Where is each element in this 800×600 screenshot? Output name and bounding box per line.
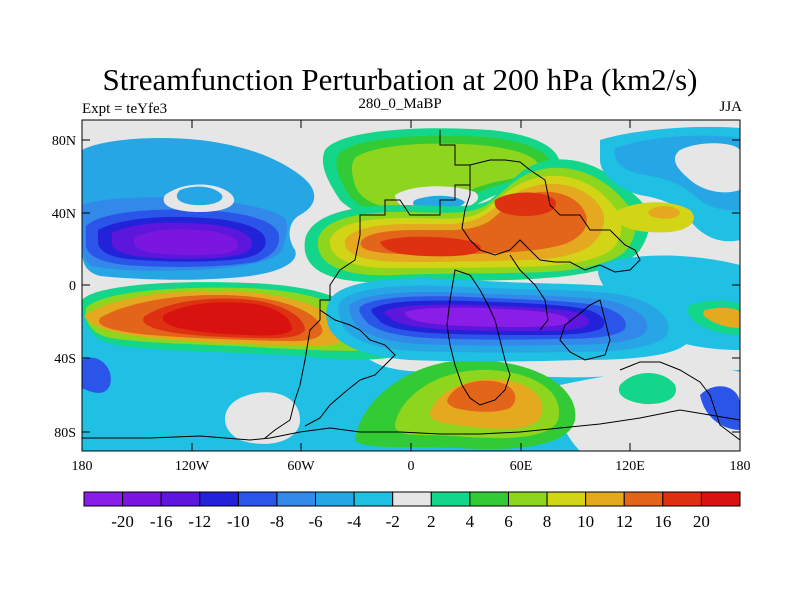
- y-tick-label-0: 0: [69, 279, 76, 294]
- contour-southeast-negative: [700, 386, 740, 430]
- colorbar-label: -6: [308, 512, 322, 531]
- contour-asia-positive: [494, 192, 556, 216]
- contour-asia-positive: [380, 236, 481, 257]
- colorbar-box: [585, 491, 625, 507]
- coastline-africa: [446, 269, 511, 406]
- colorbar-label: 6: [504, 512, 513, 531]
- coastline-australia: [559, 299, 611, 361]
- contour-south-belt-gap: [225, 392, 300, 444]
- y-tick-label-40n: 40N: [52, 207, 76, 222]
- colorbar-box: [623, 491, 664, 507]
- colorbar-label: 20: [693, 512, 710, 531]
- colorbar-labels: -20 -16 -12 -10 -8 -6 -4 -2 2 4 6 8 10 12 16 20: [111, 512, 710, 531]
- map-title: Streamfunction Perturbation at 200 hPa (…: [102, 62, 698, 97]
- colorbar-label: -12: [188, 512, 211, 531]
- colorbar: [83, 491, 741, 507]
- contour-northeast-gap: [674, 143, 740, 193]
- colorbar-label: 16: [654, 512, 671, 531]
- coastline-east-pacific: [619, 361, 740, 441]
- colorbar-label: -16: [150, 512, 173, 531]
- contour-tropical-positive: [703, 307, 740, 328]
- x-tick-label-60w: 60W: [287, 459, 315, 474]
- x-tick-label-180w: 180: [72, 459, 93, 474]
- colorbar-box: [700, 491, 741, 507]
- colorbar-label: 10: [577, 512, 594, 531]
- colorbar-label: -20: [111, 512, 134, 531]
- colorbar-box: [392, 491, 432, 507]
- coastline-south-america-east: [304, 309, 396, 427]
- colorbar-label: 12: [616, 512, 633, 531]
- colorbar-box: [276, 491, 317, 507]
- colorbar-label: 8: [543, 512, 552, 531]
- colorbar-box: [662, 491, 702, 507]
- contour-southwest-negative: [82, 357, 111, 393]
- contour-south-belt-gap: [556, 367, 740, 451]
- colorbar-box: [353, 491, 394, 507]
- colorbar-label: -8: [270, 512, 284, 531]
- x-tick-label-180e: 180: [730, 459, 751, 474]
- y-tick-label-80s: 80S: [54, 426, 76, 441]
- colorbar-box: [237, 491, 278, 507]
- season-label: JJA: [719, 99, 742, 115]
- colorbar-box: [546, 491, 587, 507]
- x-axis-ticks: [81, 120, 741, 451]
- colorbar-box: [315, 491, 355, 507]
- colorbar-box: [507, 491, 548, 507]
- contour-field: [82, 120, 740, 451]
- period-label: 280_0_MaBP: [358, 96, 442, 112]
- coastlines: [82, 130, 740, 441]
- colorbar-box: [160, 491, 201, 507]
- contour-green-patch: [618, 372, 676, 405]
- contour-north-pacific-negative: [133, 229, 239, 256]
- contour-pacific-positive: [162, 302, 293, 336]
- colorbar-label: -2: [386, 512, 400, 531]
- x-tick-labels: 180 120W 60W 0 60E 120E 180: [72, 459, 751, 474]
- coastline-antarctica: [82, 409, 740, 441]
- x-tick-label-60e: 60E: [510, 459, 533, 474]
- y-tick-labels: 80N 40N 0 40S 80S: [52, 134, 76, 441]
- colorbar-label: -10: [227, 512, 250, 531]
- colorbar-box: [122, 491, 162, 507]
- x-tick-label-120e: 120E: [615, 459, 645, 474]
- colorbar-box: [430, 491, 471, 507]
- colorbar-box: [83, 491, 124, 507]
- y-tick-label-40s: 40S: [54, 352, 76, 367]
- y-axis-ticks: [82, 139, 740, 433]
- contour-northeast-positive: [648, 206, 680, 219]
- colorbar-label: 2: [427, 512, 436, 531]
- colorbar-label: 4: [466, 512, 475, 531]
- coastline-eurasia: [461, 159, 641, 273]
- contour-north-pacific-gap: [176, 186, 223, 206]
- contour-indian-negative: [405, 307, 569, 327]
- y-tick-label-80n: 80N: [52, 134, 76, 149]
- x-tick-label-120w: 120W: [175, 459, 210, 474]
- experiment-label: Expt = teYfe3: [82, 101, 168, 117]
- colorbar-box: [199, 491, 239, 507]
- colorbar-box: [469, 491, 509, 507]
- x-tick-label-0: 0: [408, 459, 415, 474]
- colorbar-label: -4: [347, 512, 362, 531]
- coastline-arabia: [509, 254, 549, 331]
